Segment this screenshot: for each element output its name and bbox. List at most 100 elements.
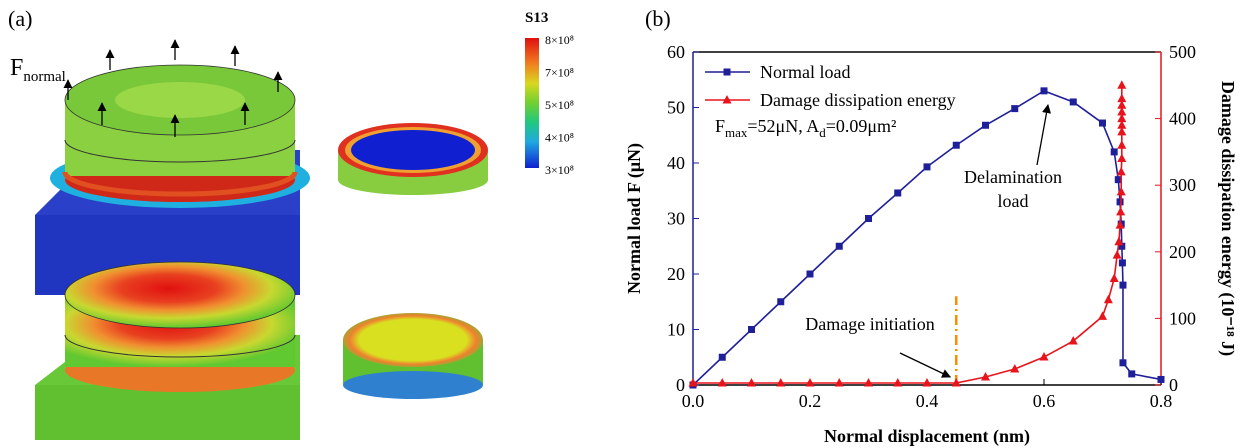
- annotation-part: F: [715, 116, 725, 136]
- marker: [864, 378, 873, 387]
- marker: [1117, 153, 1127, 163]
- annotation: Delamination: [964, 167, 1062, 187]
- y-tick-label: 50: [667, 98, 685, 118]
- legend-label: Normal load: [760, 62, 850, 82]
- marker: [1069, 98, 1077, 106]
- panel-label: (b): [645, 6, 671, 31]
- marker: [1103, 294, 1113, 304]
- colorbar-label: 4×10⁸: [545, 131, 574, 145]
- y2-tick-label: 0: [1169, 375, 1178, 395]
- marker: [1114, 176, 1122, 184]
- y2-tick-label: 400: [1169, 109, 1196, 129]
- colorbar: [525, 38, 539, 168]
- force-subscript: normal: [23, 69, 66, 85]
- x-tick-label: 0.8: [1150, 391, 1173, 411]
- legend-marker: [723, 68, 731, 76]
- x-axis-label: Normal displacement (nm): [824, 426, 1030, 447]
- y2-tick-label: 100: [1169, 308, 1196, 328]
- marker: [835, 242, 843, 250]
- colorbar-label: 8×10⁸: [545, 33, 574, 47]
- marker: [952, 141, 960, 149]
- marker: [1117, 140, 1127, 149]
- annotation-part: =52μN, A: [747, 116, 819, 136]
- marker: [1119, 359, 1127, 367]
- marker: [777, 298, 785, 306]
- marker: [923, 163, 931, 171]
- marker: [981, 372, 990, 381]
- y2-tick-label: 500: [1169, 42, 1196, 62]
- annotation-part: max: [725, 125, 748, 140]
- colorbar-label: 5×10⁸: [545, 98, 574, 112]
- marker: [893, 378, 903, 387]
- x-tick-label: 0.2: [799, 391, 822, 411]
- annotation: Damage initiation: [805, 314, 934, 334]
- marker: [1117, 80, 1127, 89]
- y-tick-label: 0: [676, 375, 685, 395]
- x-tick-label: 0.4: [916, 391, 939, 411]
- x-tick-label: 0.6: [1033, 391, 1056, 411]
- colorbar-title: S13: [525, 10, 548, 26]
- y2-tick-label: 200: [1169, 242, 1196, 262]
- marker: [1118, 259, 1126, 267]
- marker: [1116, 198, 1124, 206]
- marker: [1117, 106, 1127, 116]
- marker: [1040, 87, 1048, 95]
- colorbar-label: 7×10⁸: [545, 66, 574, 80]
- x-tick-label: 0.0: [682, 391, 705, 411]
- annotation-arrow: [1036, 103, 1052, 166]
- marker: [834, 378, 844, 387]
- marker: [806, 270, 814, 278]
- marker: [894, 189, 902, 197]
- marker: [1098, 311, 1107, 320]
- marker: [748, 326, 755, 333]
- marker: [747, 378, 756, 387]
- marker: [1039, 352, 1049, 361]
- marker: [1128, 370, 1136, 378]
- marker: [1157, 375, 1165, 383]
- marker: [1068, 336, 1078, 345]
- marker: [1117, 100, 1127, 109]
- force-label: Fnormal: [10, 55, 66, 85]
- marker: [1119, 281, 1127, 289]
- marker: [1117, 126, 1127, 136]
- panel-a-images: [35, 38, 539, 440]
- force-symbol: F: [10, 55, 23, 81]
- marker: [1114, 236, 1124, 246]
- colorbar-label: 3×10⁸: [545, 163, 574, 177]
- annotation-part: =0.09μm²: [826, 116, 897, 136]
- y-tick-label: 40: [667, 153, 685, 173]
- marker: [1117, 113, 1127, 123]
- y2-axis-label: Damage dissipation energy (10⁻¹⁸ J): [1217, 81, 1238, 356]
- marker: [922, 378, 932, 387]
- marker: [865, 215, 872, 222]
- legend-marker: [722, 95, 732, 104]
- y2-tick-label: 300: [1169, 175, 1196, 195]
- marker: [718, 353, 726, 361]
- marker: [1110, 148, 1118, 156]
- y-tick-label: 60: [667, 42, 685, 62]
- marker: [982, 121, 989, 129]
- y-tick-label: 30: [667, 209, 685, 229]
- marker: [776, 378, 786, 387]
- marker: [951, 378, 961, 387]
- marker: [1115, 220, 1125, 229]
- panel-label: (a): [8, 6, 32, 31]
- legend-label: Damage dissipation energy: [760, 90, 956, 110]
- marker: [1010, 364, 1020, 373]
- annotation: Fmax=52μN, Ad=0.09μm²: [715, 116, 896, 140]
- annotation-arrow: [899, 352, 952, 378]
- annotation-part: d: [819, 125, 826, 140]
- marker: [1116, 166, 1126, 176]
- marker: [1117, 120, 1127, 129]
- marker: [1117, 93, 1127, 103]
- marker: [1112, 250, 1122, 259]
- plot: 0.0 0.2 0.4 0.6 0.80102030405060010020030040…: [624, 42, 1238, 447]
- marker: [1011, 105, 1019, 113]
- y-tick-label: 10: [667, 320, 685, 340]
- y-tick-label: 20: [667, 264, 685, 284]
- marker: [688, 378, 698, 387]
- marker: [805, 378, 815, 387]
- marker: [717, 378, 727, 387]
